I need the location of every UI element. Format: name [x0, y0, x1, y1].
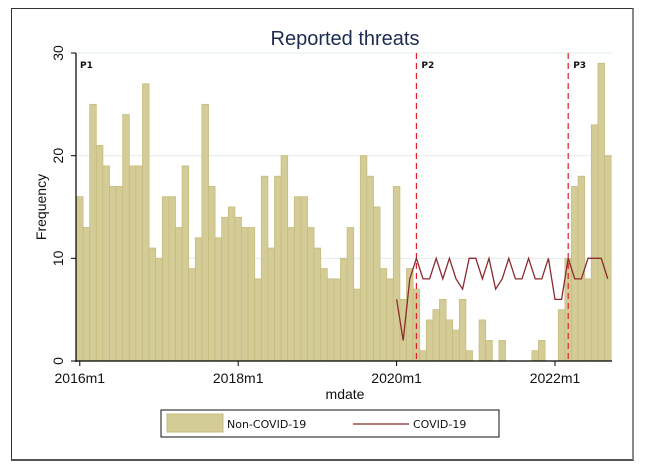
y-tick-label: 20: [50, 148, 66, 164]
covid-line: [395, 255, 609, 341]
bar: [557, 309, 566, 362]
bar: [340, 257, 348, 362]
axes: [71, 52, 612, 366]
bar: [234, 216, 242, 362]
bar-series-non-covid: [76, 62, 612, 362]
bar: [432, 309, 440, 362]
x-tick-label: 2016m1: [55, 370, 106, 386]
bar: [142, 83, 150, 362]
bar: [439, 298, 447, 362]
bar: [597, 62, 605, 362]
bar: [373, 206, 381, 362]
bar: [89, 103, 97, 362]
bar: [419, 350, 427, 362]
legend-label-covid: COVID-19: [413, 418, 466, 431]
bar: [379, 268, 388, 362]
bar: [333, 278, 341, 362]
bar: [128, 165, 137, 362]
bar: [280, 155, 289, 362]
bar: [247, 227, 256, 362]
bar: [181, 165, 190, 362]
bar: [478, 319, 487, 362]
bar: [208, 186, 216, 362]
bar: [353, 288, 361, 362]
line-series-covid: [395, 255, 609, 341]
legend-label-non-covid: Non-COVID-19: [227, 418, 306, 431]
bar: [260, 175, 269, 362]
bar: [148, 247, 157, 362]
bar: [386, 278, 394, 362]
bar: [590, 124, 599, 362]
bar: [274, 175, 282, 362]
bar: [135, 165, 143, 362]
period-markers: P1 P2 P3: [80, 53, 586, 361]
bar: [109, 186, 117, 362]
bar: [175, 227, 183, 362]
bar: [300, 196, 308, 362]
bar: [168, 196, 176, 362]
bar: [399, 298, 407, 362]
bar: [287, 227, 295, 362]
bar: [293, 196, 302, 362]
x-axis-label: mdate: [326, 386, 365, 402]
bar: [307, 227, 315, 362]
period-label-p2: P2: [421, 61, 434, 71]
bar: [161, 196, 170, 362]
bar: [122, 114, 130, 362]
bar: [346, 227, 355, 362]
bar: [425, 319, 434, 362]
bar: [76, 196, 84, 362]
period-label-p1: P1: [80, 61, 93, 71]
bar: [254, 278, 262, 362]
bar: [82, 227, 91, 362]
bar: [320, 268, 328, 362]
bar: [241, 227, 249, 362]
y-tick-label: 10: [50, 250, 66, 266]
chart-title: Reported threats: [271, 28, 420, 50]
bar: [326, 278, 335, 362]
bar: [538, 340, 546, 362]
bar: [485, 340, 493, 362]
bar: [95, 144, 104, 362]
bar: [465, 350, 473, 362]
bar: [445, 319, 454, 362]
bar: [267, 247, 275, 362]
y-tick-label: 30: [50, 45, 66, 61]
period-label-p3: P3: [573, 61, 586, 71]
bar: [201, 103, 209, 362]
bar: [498, 340, 506, 362]
bar: [214, 237, 223, 362]
bar: [392, 186, 401, 362]
x-tick-label: 2020m1: [371, 370, 422, 386]
x-tick-label: 2022m1: [530, 370, 581, 386]
bar: [313, 247, 322, 362]
bar: [577, 175, 586, 362]
y-axis-label: Frequency: [33, 174, 49, 240]
bar: [584, 278, 592, 362]
x-tick-label: 2018m1: [213, 370, 264, 386]
bar: [604, 155, 612, 362]
y-tick-label: 0: [50, 357, 66, 365]
bar: [227, 206, 236, 362]
bar: [115, 186, 124, 362]
tick-labels: 0 10 20 30 2016m1 2018m1 2020m1 2022m1: [50, 45, 581, 386]
legend: Non-COVID-19 COVID-19: [160, 409, 500, 438]
legend-swatch-non-covid: [166, 413, 224, 433]
bar: [188, 268, 196, 362]
bar: [452, 329, 460, 362]
gridlines: [76, 52, 612, 259]
bar: [221, 216, 229, 362]
bar: [458, 298, 467, 362]
bar: [531, 350, 539, 362]
bar: [194, 237, 203, 362]
bar: [366, 175, 374, 362]
bar: [359, 155, 368, 362]
bar: [155, 257, 163, 362]
bar: [102, 165, 110, 362]
